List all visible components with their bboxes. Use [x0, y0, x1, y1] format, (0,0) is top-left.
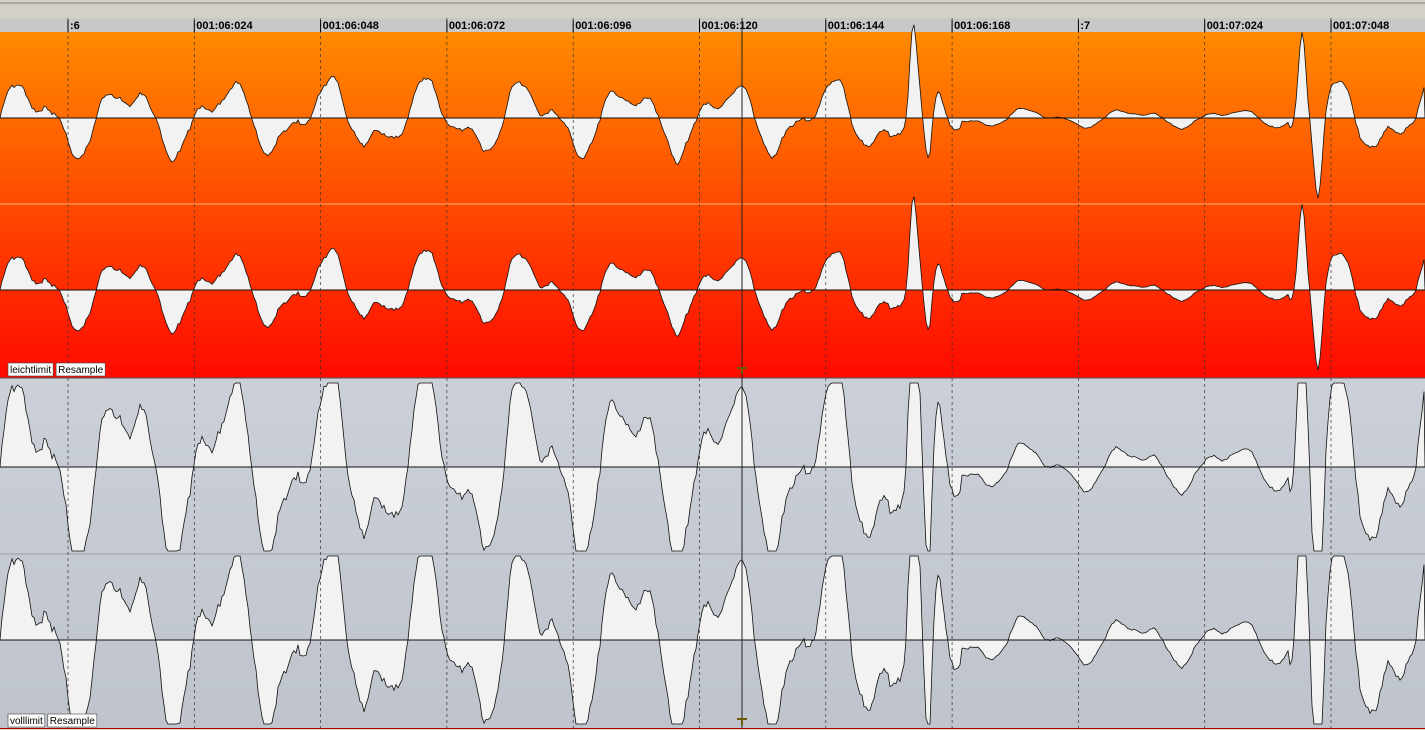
toolbar — [0, 0, 1425, 18]
ruler-label: 001:06:168 — [954, 20, 1010, 32]
clip-tag — [7, 713, 46, 728]
clip-tag — [55, 362, 106, 377]
clip-tag-text: volllimit — [10, 716, 43, 727]
clip-tag-text: leichtlimit — [10, 365, 51, 376]
waveforms — [0, 24, 1425, 725]
waveform — [0, 24, 1425, 199]
ruler-label: 001:06:024 — [196, 20, 253, 32]
ruler-label: 001:07:048 — [1333, 20, 1389, 32]
ruler-label: 001:06:072 — [449, 20, 505, 32]
ruler-label: :6 — [70, 20, 80, 32]
ruler-label: 001:06:120 — [702, 20, 758, 32]
clip-tag-text: Resample — [58, 365, 103, 376]
audio-clip[interactable] — [0, 32, 1425, 378]
waveform — [0, 196, 1425, 371]
clip-tag-text: Resample — [50, 716, 95, 727]
ruler[interactable] — [0, 18, 1425, 32]
ruler-label: 001:06:096 — [575, 20, 631, 32]
playhead-handle[interactable] — [737, 367, 747, 374]
clip-tag — [7, 362, 54, 377]
clip-labels: leichtlimit Resample volllimit Resample — [7, 362, 106, 728]
clip-tag — [47, 713, 98, 728]
playhead-handle[interactable] — [737, 718, 747, 725]
ruler-label: :7 — [1080, 20, 1090, 32]
grid: :6 001:06:024 001:06:048 001:06:072 001:06:0… — [67, 18, 1389, 728]
audio-clip[interactable] — [0, 378, 1425, 728]
ruler-label: 001:06:048 — [323, 20, 379, 32]
ruler-label: 001:06:144 — [828, 20, 885, 32]
ruler-label: 001:07:024 — [1207, 20, 1264, 32]
